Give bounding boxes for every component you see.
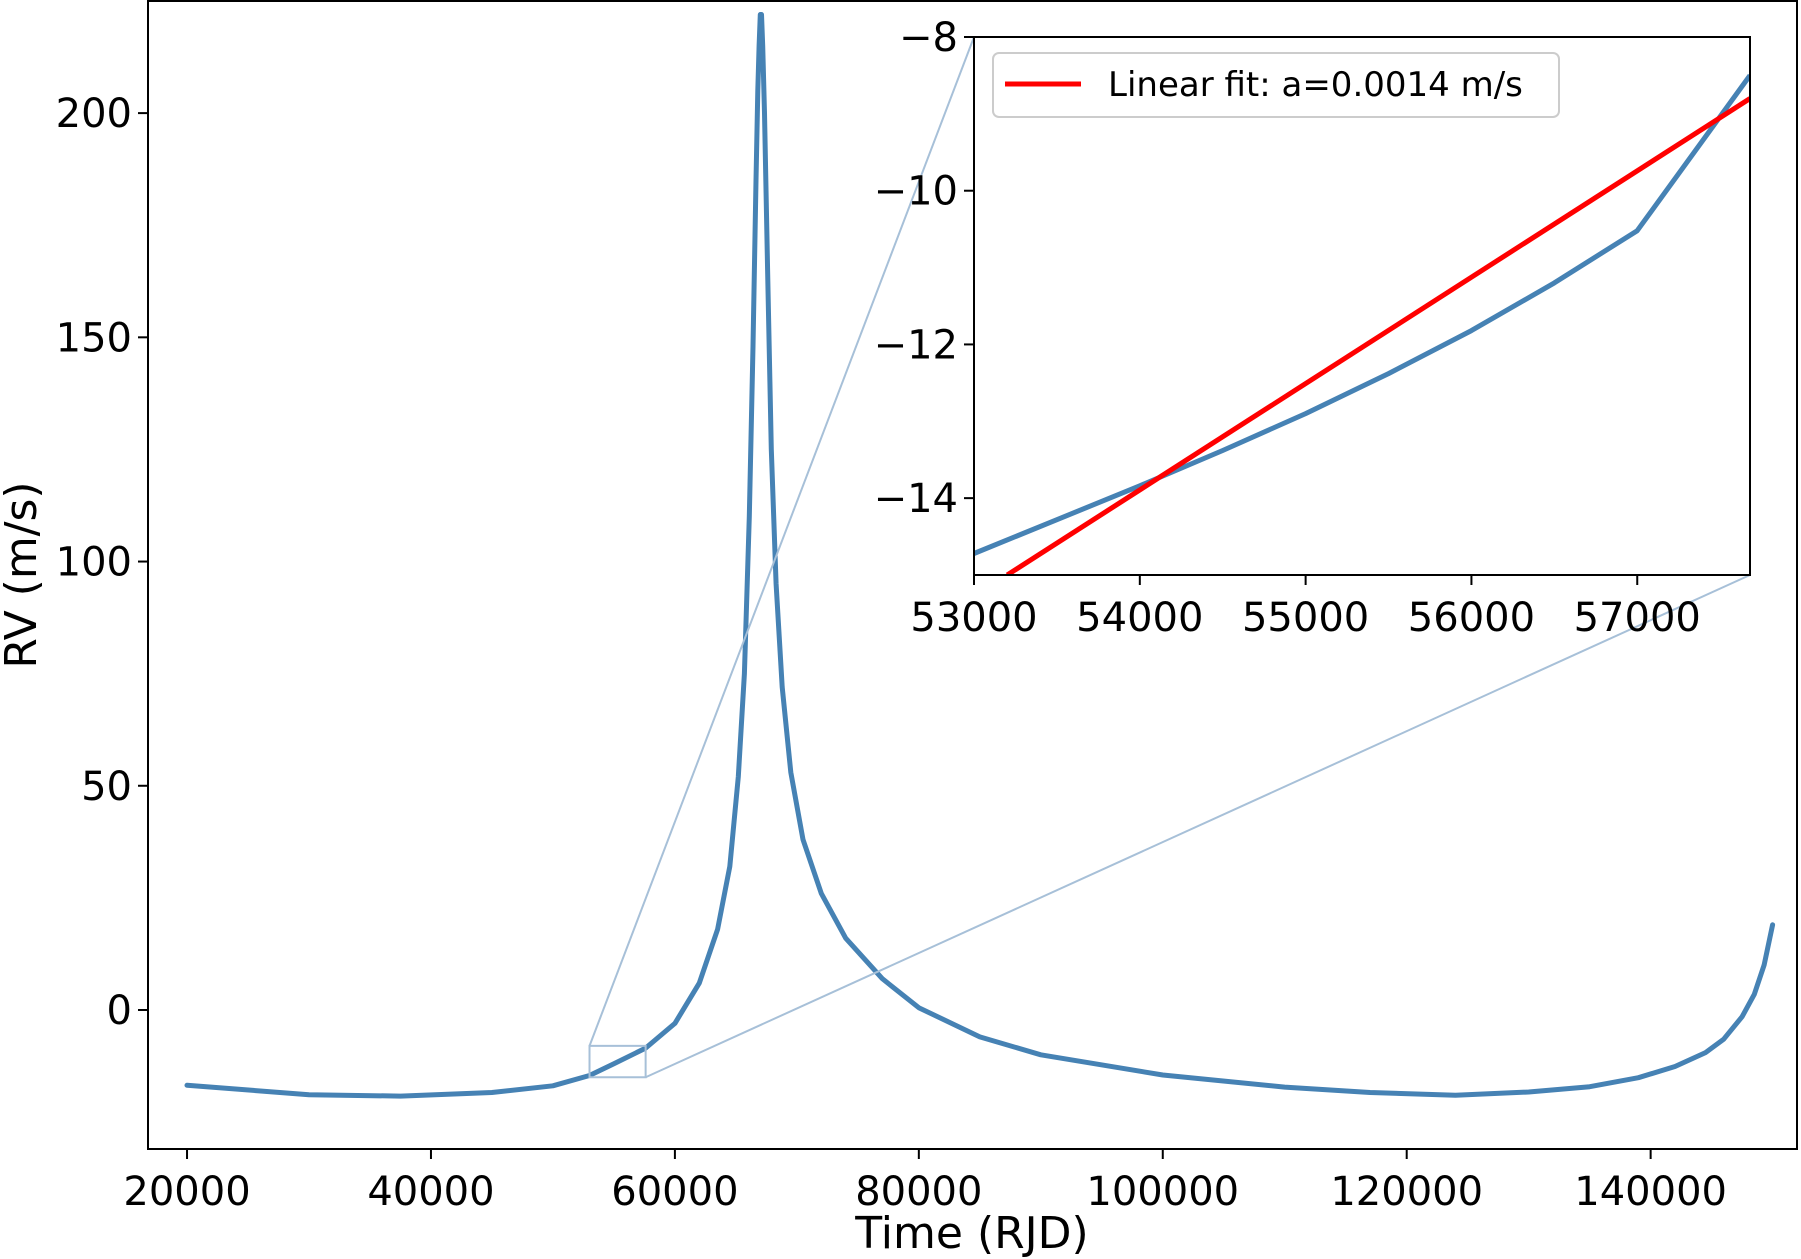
inset-x-tick-label: 53000 [910, 595, 1037, 641]
main-y-axis-label: RV (m/s) [0, 481, 47, 668]
main-y-tick-label: 150 [56, 315, 132, 361]
inset-x-tick-label: 57000 [1574, 595, 1701, 641]
inset-y-tick-label: −8 [899, 15, 958, 61]
main-y-tick-label: 0 [107, 988, 132, 1034]
inset-legend: Linear fit: a=0.0014 m/s [992, 52, 1560, 118]
main-series-line-0 [184, 12, 1776, 1099]
main-data-layer [184, 12, 1776, 1099]
main-x-tick-label: 120000 [1330, 1169, 1483, 1215]
inset-y-tick-label: −12 [874, 322, 958, 368]
legend-box [992, 52, 1560, 118]
zoom-connector-line [588, 36, 975, 1047]
main-x-axis: 20000 40000 60000 80000 100000 120000 140000 [123, 1149, 1727, 1215]
zoom-box [588, 1044, 647, 1079]
main-x-tick-label: 100000 [1086, 1169, 1239, 1215]
zoom-indicator [588, 36, 1751, 1079]
inset-y-tick-label: −14 [874, 476, 958, 522]
inset-series-line-1 [1005, 96, 1750, 575]
inset-data-layer [974, 73, 1750, 575]
main-x-tick-label: 140000 [1574, 1169, 1727, 1215]
main-y-axis: 0 50 100 150 200 [56, 91, 148, 1034]
main-y-tick-label: 200 [56, 91, 132, 137]
main-x-tick-label: 40000 [367, 1169, 494, 1215]
inset-plot-frame [973, 36, 1751, 576]
main-plot-frame [147, 0, 1798, 1150]
inset-x-axis: 53000 54000 55000 56000 57000 [910, 575, 1701, 641]
main-x-tick-label: 20000 [123, 1169, 250, 1215]
inset-plot: 53000 54000 55000 56000 57000 −8 −10 −12 −14 Li… [874, 15, 1751, 641]
inset-x-tick-label: 55000 [1242, 595, 1369, 641]
main-y-tick-label: 50 [81, 764, 132, 810]
inset-series-line-0 [974, 73, 1750, 556]
legend-label-linear-fit: Linear fit: a=0.0014 m/s [1108, 65, 1523, 105]
zoom-connector-line [645, 574, 1751, 1079]
inset-y-tick-label: −10 [874, 169, 958, 215]
inset-y-axis: −8 −10 −12 −14 [874, 15, 974, 522]
inset-background [974, 37, 1750, 575]
main-y-tick-label: 100 [56, 540, 132, 586]
main-x-tick-label: 80000 [855, 1169, 982, 1215]
main-x-axis-label: Time (RJD) [854, 1208, 1088, 1259]
main-x-tick-label: 60000 [611, 1169, 738, 1215]
inset-x-tick-label: 54000 [1076, 595, 1203, 641]
inset-x-tick-label: 56000 [1408, 595, 1535, 641]
